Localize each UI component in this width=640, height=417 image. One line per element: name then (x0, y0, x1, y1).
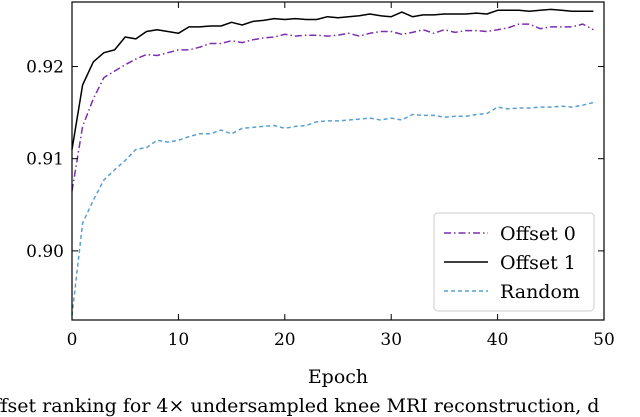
x-tick-label: 10 (168, 330, 190, 350)
legend-label: Offset 1 (500, 252, 576, 274)
x-tick-label: 40 (487, 330, 509, 350)
y-tick-label: 0.91 (26, 150, 64, 170)
x-tick-label: 0 (67, 330, 78, 350)
y-tick-label: 0.92 (26, 58, 64, 78)
series-line-offset-0 (71, 23, 594, 192)
legend-box (433, 212, 595, 312)
legend-label: Random (500, 281, 580, 303)
y-tick-label: 0.90 (26, 242, 64, 262)
series-layer (71, 8, 594, 316)
x-tick-label: 50 (593, 330, 615, 350)
plot-frame (71, 1, 605, 321)
legend: Offset 0 Offset 1 Random (433, 212, 595, 312)
series-line-random (71, 101, 594, 316)
x-tick-label: 20 (274, 330, 296, 350)
figure-caption: ffset ranking for 4× undersampled knee M… (0, 395, 599, 417)
x-tick-label: 30 (380, 330, 402, 350)
legend-label: Offset 0 (500, 223, 576, 245)
axes: 0 10 20 30 40 50 0.90 0.91 0.92 (26, 1, 615, 350)
x-axis-label: Epoch (308, 366, 368, 388)
series-line-offset-1 (71, 8, 594, 150)
